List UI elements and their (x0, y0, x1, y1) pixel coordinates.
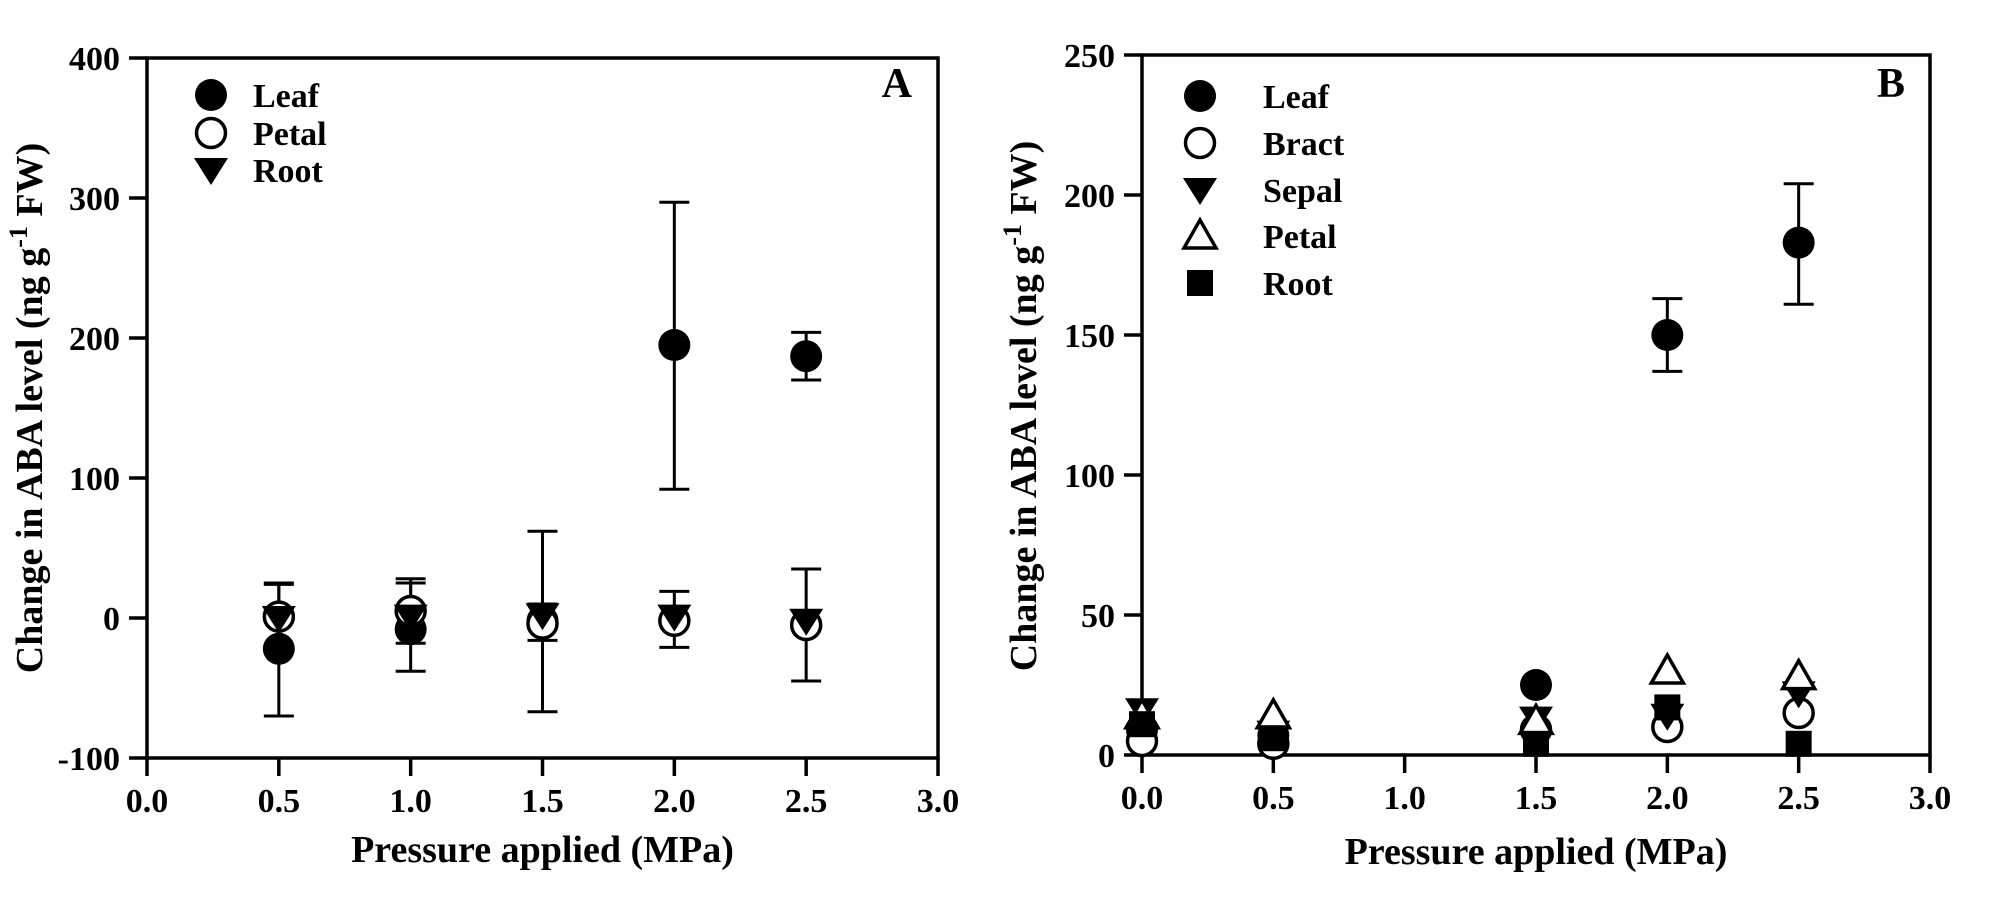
legend-b-petal-label: Petal (1263, 219, 1337, 256)
legend-a-petal-label: Petal (253, 116, 327, 153)
panel-a-y-tick-label: 300 (69, 181, 120, 218)
panel-b-y-axis-title: Change in ABA level (ng g-1 FW) (998, 141, 1045, 672)
panel-b-root-marker (1129, 711, 1155, 738)
panel-b-leaf-marker (1651, 319, 1684, 351)
panel-b-x-tick-label: 0.0 (1121, 780, 1164, 817)
panel-b-y-tick-label: 0 (1098, 738, 1115, 775)
panel-b-x-tick-label: 1.0 (1383, 780, 1426, 817)
panel-b-x-tick-label: 0.5 (1252, 780, 1295, 817)
panel-b-petal-marker (1779, 657, 1818, 691)
panel-a-y-tick-label: 100 (69, 461, 120, 498)
legend-b-root-symbol-marker (1187, 270, 1213, 296)
panel-a-letter: A (882, 61, 913, 107)
panel-a-leaf-marker (262, 632, 295, 665)
panel-a-root-marker (525, 603, 560, 631)
legend-b-petal-symbol-marker (1180, 216, 1220, 250)
panel-a-leaf-marker (790, 340, 823, 373)
legend-a-petal-symbol-marker (194, 116, 228, 150)
panel-b-letter: B (1877, 61, 1905, 107)
panel-a-y-tick-label: 400 (69, 41, 120, 78)
legend-b-root-label: Root (1263, 266, 1334, 303)
panel-b-x-tick-label: 2.5 (1777, 780, 1820, 817)
panel-a-y-tick-label: -100 (58, 741, 120, 778)
panel-a-y-tick-label: 200 (69, 321, 120, 358)
panel-b-root-marker (1523, 730, 1549, 757)
panel-a-root-marker (789, 608, 824, 636)
panel-b-y-tick-label: 200 (1064, 178, 1115, 215)
panel-b-x-axis-title: Pressure applied (MPa) (1345, 831, 1728, 873)
panel-b-x-tick-label: 2.0 (1646, 780, 1689, 817)
panel-a-x-axis-title: Pressure applied (MPa) (351, 829, 734, 871)
legend-b-bract-label: Bract (1263, 126, 1345, 163)
panel-a-leaf-marker (658, 329, 691, 361)
legend-a-leaf-label: Leaf (253, 78, 320, 115)
panel-b-root-marker (1785, 730, 1812, 757)
panel-a-x-tick-label: 1.0 (389, 783, 432, 820)
panel-a-root-marker (393, 604, 428, 632)
panel-b-root-marker (1654, 694, 1681, 721)
legend-b-sepal-label: Sepal (1263, 173, 1342, 210)
panel-a-y-tick-label: 0 (103, 601, 120, 638)
legend-a-root-symbol-marker (194, 158, 228, 185)
legend-b-bract-symbol-marker (1183, 126, 1217, 160)
panel-a-x-tick-label: 2.5 (785, 783, 828, 820)
panel-b-petal-marker (1648, 651, 1687, 685)
panel-b-y-tick-label: 50 (1081, 598, 1115, 635)
panel-a-x-tick-label: 3.0 (917, 783, 960, 820)
panel-a-root-marker (261, 606, 296, 633)
legend-b-leaf-symbol-marker (1184, 80, 1216, 112)
panel-b-root-marker (1260, 725, 1287, 752)
panel-b-y-tick-label: 150 (1064, 318, 1115, 355)
panel-b-leaf-marker (1782, 226, 1815, 259)
panel-b-leaf-marker (1520, 669, 1552, 701)
panel-b-x-tick-label: 1.5 (1515, 780, 1558, 817)
panel-b-petal-marker (1254, 696, 1293, 730)
legend-b-leaf-label: Leaf (1263, 79, 1330, 116)
legend-a-leaf-symbol-marker (195, 79, 227, 111)
panel-b-y-tick-label: 100 (1064, 458, 1115, 495)
panel-a-x-tick-label: 2.0 (653, 783, 696, 820)
panel-a-x-tick-label: 1.5 (521, 783, 564, 820)
panel-a-root-marker (657, 604, 692, 632)
legend-a-root-label: Root (253, 153, 324, 190)
panel-b-y-tick-label: 250 (1064, 38, 1115, 75)
panel-a-x-tick-label: 0.5 (258, 783, 301, 820)
panel-a-y-axis-title: Change in ABA level (ng g-1 FW) (4, 143, 51, 674)
panel-a-x-tick-label: 0.0 (126, 783, 169, 820)
legend-b-sepal-symbol-marker (1183, 178, 1217, 205)
panel-b-frame (1140, 53, 1932, 757)
panel-b-x-tick-label: 3.0 (1909, 780, 1952, 817)
